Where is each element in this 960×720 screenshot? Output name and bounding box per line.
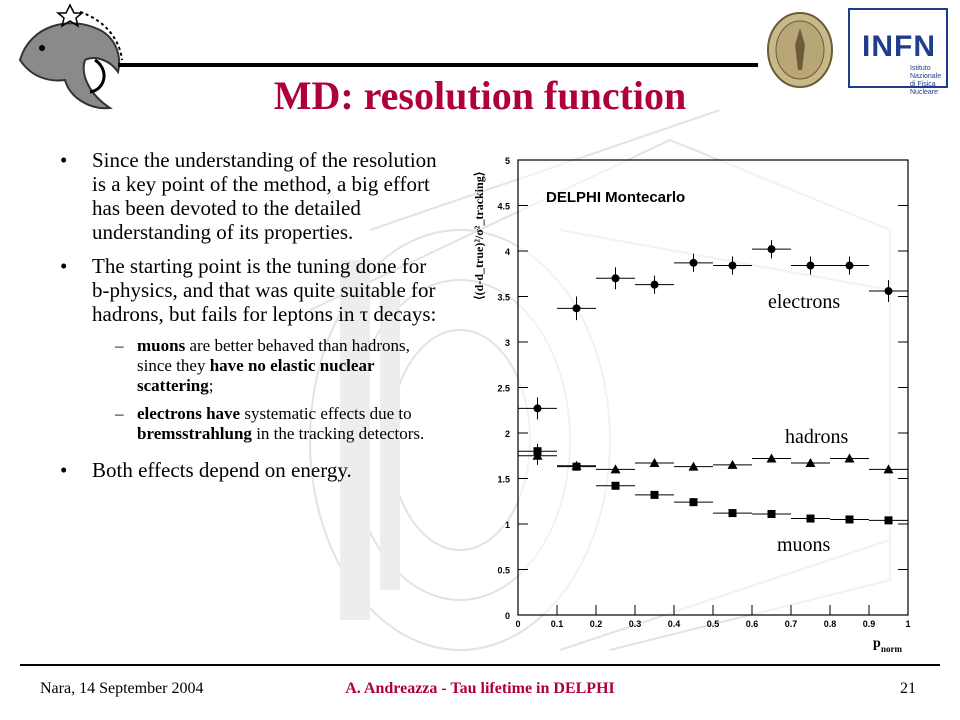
sub-text: in the tracking detectors. bbox=[251, 424, 425, 443]
y-tick-label: 1 bbox=[505, 520, 510, 530]
data-point-muons bbox=[884, 516, 893, 525]
bullet-mark: • bbox=[60, 254, 68, 278]
bullet-text: Both effects depend on energy. bbox=[92, 458, 352, 482]
y-tick-label: 2 bbox=[505, 429, 510, 439]
data-point-electrons bbox=[650, 280, 659, 289]
data-point-muons bbox=[572, 462, 581, 471]
chart-title: DELPHI Montecarlo bbox=[546, 189, 685, 206]
bullet-text: Since the understanding of the resolutio… bbox=[92, 148, 437, 244]
bullet-mark: • bbox=[60, 458, 68, 482]
data-point-hadrons bbox=[883, 464, 894, 474]
data-point-muons bbox=[689, 498, 698, 507]
y-tick-label: 4 bbox=[505, 247, 510, 257]
data-point-muons bbox=[767, 509, 776, 518]
data-point-hadrons bbox=[766, 453, 777, 463]
sub-bold-text: muons bbox=[137, 336, 186, 355]
sub-bullet-item: – muons are better behaved than hadrons,… bbox=[60, 336, 445, 396]
y-tick-label: 2.5 bbox=[497, 384, 510, 394]
infn-logo-subtitle: Istituto Nazionale di Fisica Nucleare bbox=[910, 65, 942, 96]
footer-author: A. Andreazza - Tau lifetime in DELPHI bbox=[345, 680, 615, 697]
x-tick-label: 1 bbox=[905, 619, 910, 629]
x-tick-label: 0.6 bbox=[746, 619, 759, 629]
data-point-muons bbox=[650, 490, 659, 499]
data-point-muons bbox=[728, 509, 737, 518]
footer-rule bbox=[20, 664, 940, 666]
x-tick-label: 0.9 bbox=[863, 619, 876, 629]
y-tick-label: 3 bbox=[505, 338, 510, 348]
bullet-item: • Since the understanding of the resolut… bbox=[60, 148, 445, 244]
data-point-muons bbox=[611, 481, 620, 490]
data-point-electrons bbox=[689, 258, 698, 267]
series-label-electrons: electrons bbox=[768, 291, 840, 313]
x-axis-label-subscript: norm bbox=[881, 644, 903, 654]
bullet-text: The starting point is the tuning done fo… bbox=[92, 254, 437, 326]
bullet-list: • Since the understanding of the resolut… bbox=[60, 148, 445, 492]
x-tick-label: 0.1 bbox=[551, 619, 564, 629]
series-label-muons: muons bbox=[777, 534, 831, 556]
university-seal-logo bbox=[767, 12, 833, 88]
bullet-mark: • bbox=[60, 148, 68, 172]
y-tick-label: 1.5 bbox=[497, 475, 510, 485]
data-point-muons bbox=[533, 447, 542, 456]
footer-page-number: 21 bbox=[900, 680, 916, 697]
dolphin-logo bbox=[18, 3, 123, 110]
sub-bold-text: have no elastic nuclear scattering bbox=[137, 356, 375, 395]
data-point-electrons bbox=[806, 261, 815, 270]
x-tick-label: 0.5 bbox=[707, 619, 720, 629]
sub-bold-text: bremsstrahlung bbox=[137, 424, 252, 443]
data-point-electrons bbox=[533, 404, 542, 413]
x-tick-label: 0.3 bbox=[629, 619, 642, 629]
slide-title: MD: resolution function bbox=[273, 73, 687, 118]
dash-mark: – bbox=[115, 336, 124, 355]
data-point-muons bbox=[845, 515, 854, 524]
data-point-hadrons bbox=[844, 453, 855, 463]
data-point-hadrons bbox=[805, 458, 816, 468]
data-point-hadrons bbox=[688, 461, 699, 471]
x-tick-label: 0.8 bbox=[824, 619, 837, 629]
data-point-electrons bbox=[767, 245, 776, 254]
title-rule bbox=[118, 63, 758, 67]
x-tick-label: 0.7 bbox=[785, 619, 798, 629]
sub-bold-text: electrons have bbox=[137, 404, 241, 423]
data-point-electrons bbox=[884, 287, 893, 296]
x-tick-label: 0.2 bbox=[590, 619, 603, 629]
infn-logo: INFN Istituto Nazionale di Fisica Nuclea… bbox=[848, 8, 948, 96]
x-tick-label: 0 bbox=[515, 619, 520, 629]
x-axis-label: p bbox=[873, 636, 881, 651]
y-tick-label: 0.5 bbox=[497, 566, 510, 576]
sub-bullet-item: – electrons have systematic effects due … bbox=[60, 404, 445, 444]
y-axis-label: ⟨(d-d_true)²/σ²_tracking⟩ bbox=[472, 172, 486, 300]
infn-logo-text: INFN bbox=[862, 30, 936, 63]
y-tick-label: 3.5 bbox=[497, 293, 510, 303]
bullet-item: • The starting point is the tuning done … bbox=[60, 254, 445, 326]
y-tick-label: 4.5 bbox=[497, 202, 510, 212]
data-point-electrons bbox=[611, 274, 620, 283]
sub-text: systematic effects due to bbox=[240, 404, 412, 423]
data-point-hadrons bbox=[649, 458, 660, 468]
sub-text: ; bbox=[208, 376, 214, 395]
footer-date: Nara, 14 September 2004 bbox=[40, 680, 204, 697]
sub-text: are better behaved than hadrons, since t… bbox=[137, 336, 410, 375]
data-point-electrons bbox=[845, 261, 854, 270]
data-point-muons bbox=[806, 514, 815, 523]
data-point-electrons bbox=[728, 261, 737, 270]
resolution-plot: 0 0.5 1 1.5 2 2.5 3 3.5 4 4.5 5 0 0.1 0.2 0.3 0.4 0.5 0.6… bbox=[472, 156, 911, 654]
data-point-electrons bbox=[572, 304, 581, 313]
series-label-hadrons: hadrons bbox=[785, 426, 849, 448]
data-point-hadrons bbox=[727, 459, 738, 469]
dash-mark: – bbox=[115, 404, 124, 423]
y-tick-label: 5 bbox=[505, 156, 510, 166]
bullet-item: • Both effects depend on energy. bbox=[60, 458, 445, 482]
data-point-hadrons bbox=[610, 464, 621, 474]
y-tick-label: 0 bbox=[505, 611, 510, 621]
x-tick-label: 0.4 bbox=[668, 619, 681, 629]
plot-frame bbox=[517, 159, 909, 616]
